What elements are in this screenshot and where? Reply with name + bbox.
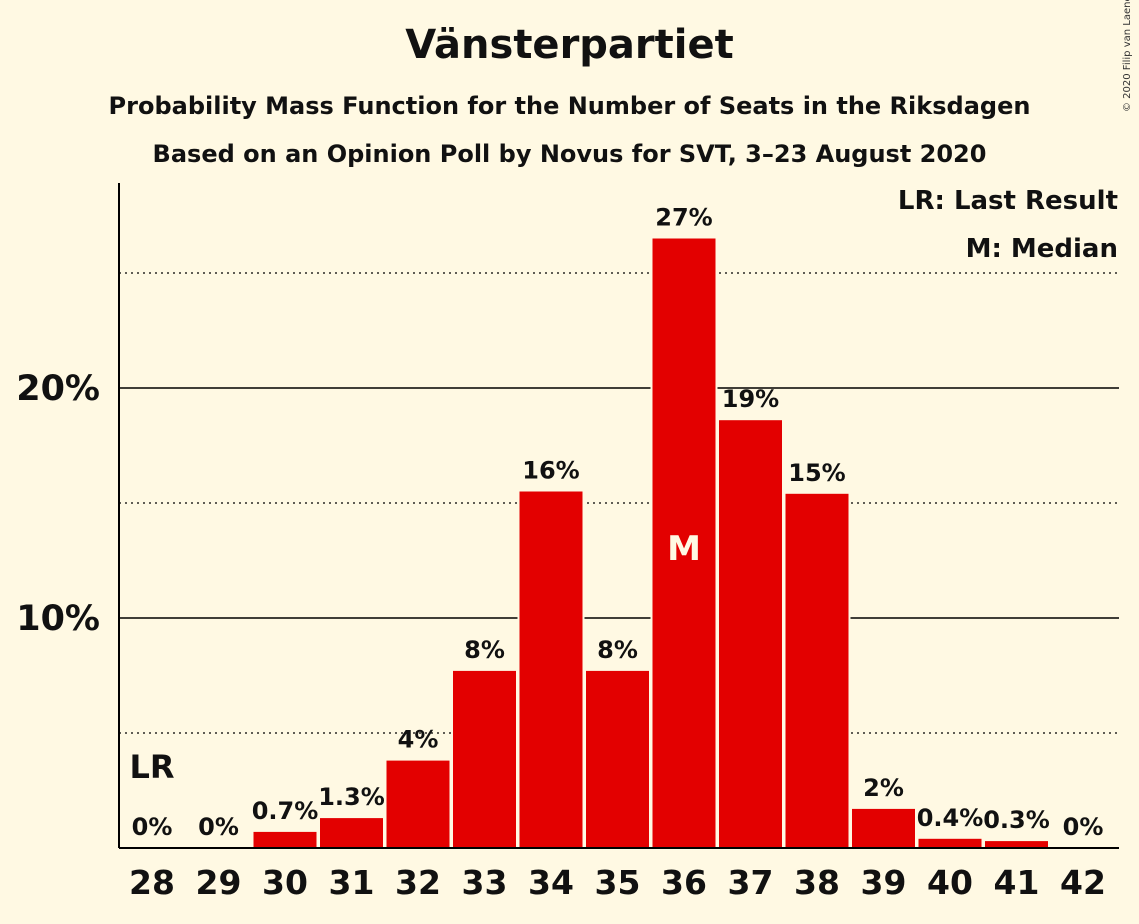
x-tick-label-36: 36	[661, 863, 707, 902]
value-label-28: 0%	[132, 813, 173, 841]
y-tick-label: 10%	[16, 599, 100, 639]
x-tick-label-34: 34	[528, 863, 574, 902]
legend-last-result: LR: Last Result	[898, 186, 1118, 216]
x-tick-label-29: 29	[196, 863, 242, 902]
bar-33	[453, 670, 516, 848]
value-label-42: 0%	[1063, 813, 1104, 841]
value-label-38: 15%	[788, 459, 845, 487]
bar-30	[253, 831, 317, 848]
x-tick-label-32: 32	[395, 863, 441, 902]
value-label-32: 4%	[398, 726, 439, 754]
x-tick-label-31: 31	[329, 863, 375, 902]
x-tick-label-42: 42	[1060, 863, 1106, 902]
bar-37	[719, 420, 782, 848]
value-label-36: 27%	[655, 204, 712, 232]
bar-32	[386, 760, 450, 848]
bar-38	[785, 493, 849, 848]
value-label-29: 0%	[198, 813, 239, 841]
value-label-41: 0.3%	[983, 806, 1050, 834]
bar-35	[586, 670, 649, 848]
bar-31	[320, 818, 383, 848]
x-tick-label-37: 37	[728, 863, 774, 902]
value-label-40: 0.4%	[917, 804, 984, 832]
x-tick-label-41: 41	[994, 863, 1040, 902]
x-tick-label-33: 33	[462, 863, 508, 902]
median-marker: M	[667, 529, 701, 569]
y-tick-label: 20%	[16, 369, 100, 409]
x-tick-label-30: 30	[262, 863, 308, 902]
x-tick-label-35: 35	[595, 863, 641, 902]
value-label-31: 1.3%	[318, 783, 385, 811]
last-result-marker: LR	[129, 748, 174, 786]
x-tick-label-40: 40	[927, 863, 973, 902]
value-label-37: 19%	[722, 385, 779, 413]
legend-median: M: Median	[966, 234, 1118, 264]
bar-36	[652, 238, 716, 848]
bar-40	[918, 838, 982, 848]
bar-34	[519, 491, 583, 848]
bar-39	[852, 808, 915, 848]
value-label-39: 2%	[863, 774, 904, 802]
chart-subtitle-1: Probability Mass Function for the Number…	[108, 92, 1031, 120]
x-tick-label-39: 39	[861, 863, 907, 902]
chart-title: Vänsterpartiet	[405, 22, 734, 68]
bar-41	[985, 841, 1048, 848]
chart-subtitle-2: Based on an Opinion Poll by Novus for SV…	[152, 140, 987, 168]
value-label-34: 16%	[522, 457, 579, 485]
x-tick-label-38: 38	[794, 863, 840, 902]
x-tick-label-28: 28	[129, 863, 175, 902]
value-label-30: 0.7%	[252, 797, 319, 825]
value-label-35: 8%	[597, 636, 638, 664]
value-label-33: 8%	[464, 636, 505, 664]
